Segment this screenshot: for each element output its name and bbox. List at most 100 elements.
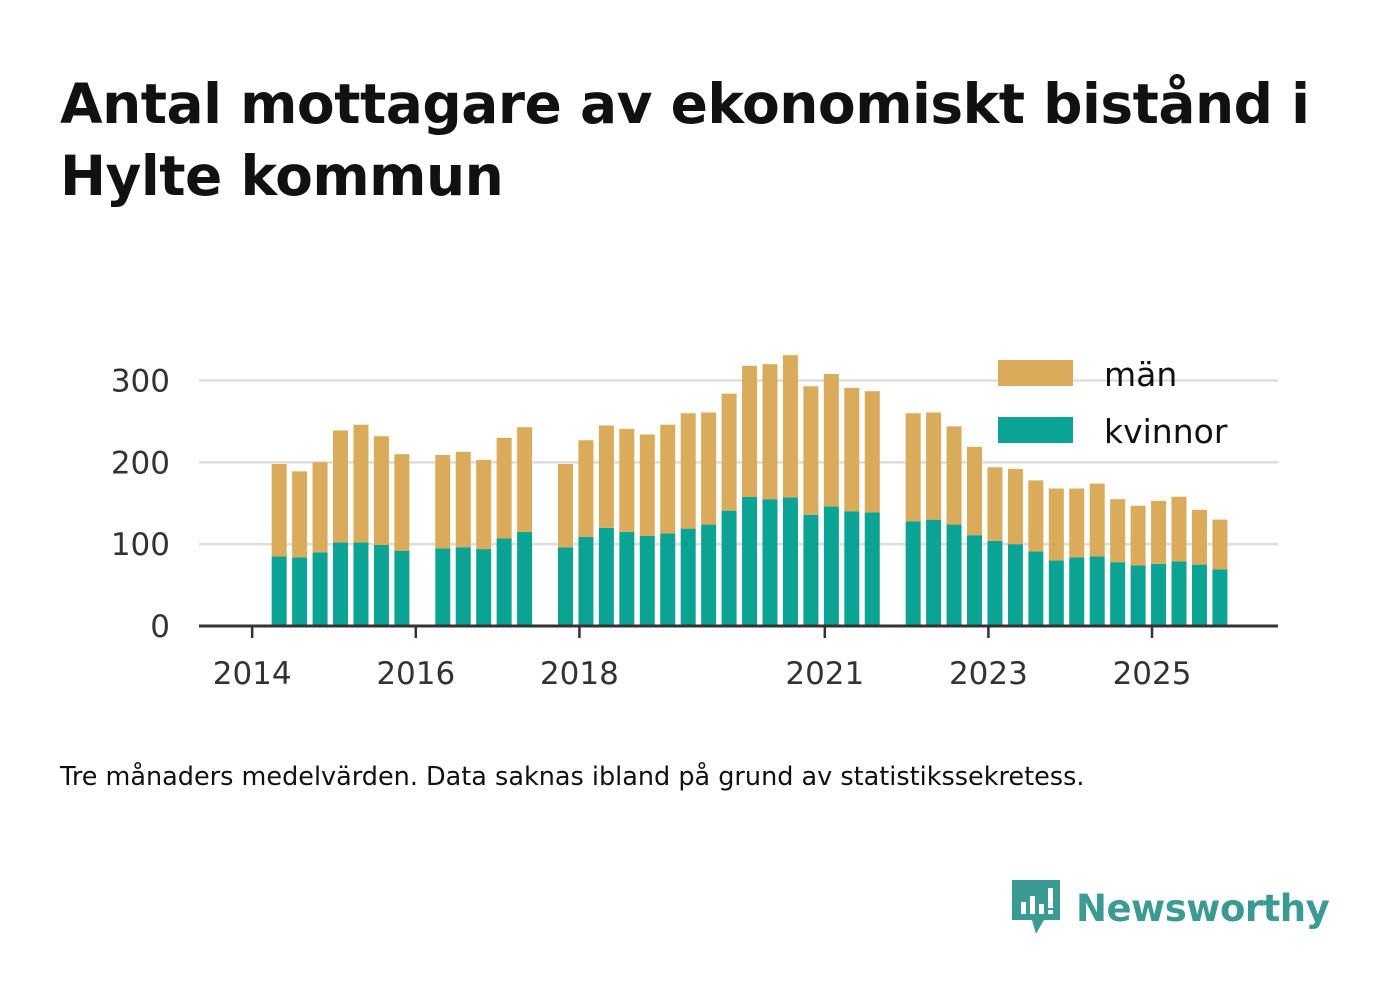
bar-man (926, 412, 942, 520)
chart-title: Antal mottagare av ekonomiskt bistånd i … (60, 72, 1310, 208)
bar-kvinnor (1151, 563, 1167, 626)
bar-man (803, 386, 819, 515)
brand-name: Newsworthy (1076, 886, 1330, 930)
bar-man (1028, 480, 1044, 552)
x-tick-label: 2025 (1113, 656, 1192, 692)
bar-man (373, 436, 389, 545)
bar-man (660, 424, 676, 534)
bar-man (455, 451, 471, 548)
bar-man (557, 464, 573, 548)
bar-kvinnor (1191, 564, 1207, 626)
bar-kvinnor (619, 531, 635, 626)
bar-man (1110, 499, 1126, 563)
legend-swatch-man (998, 360, 1073, 386)
bar-man (1130, 505, 1146, 566)
bar-man (271, 464, 287, 557)
bar-kvinnor (823, 506, 839, 626)
bar-man (680, 413, 696, 529)
bar-kvinnor (271, 556, 287, 626)
bar-kvinnor (557, 547, 573, 626)
bar-kvinnor (435, 548, 451, 626)
x-tick-label: 2018 (540, 656, 619, 692)
y-tick-label: 0 (150, 609, 170, 645)
bar-man (1212, 519, 1228, 570)
legend-label-kvinnor: kvinnor (1104, 412, 1228, 451)
bar-man (905, 413, 921, 522)
bar-kvinnor (946, 524, 962, 626)
bar-kvinnor (1007, 544, 1023, 626)
y-tick-label: 200 (111, 445, 170, 481)
x-tick-label: 2016 (376, 656, 455, 692)
bar-man (946, 426, 962, 525)
legend: män kvinnor (998, 355, 1228, 451)
bar-kvinnor (1212, 569, 1228, 626)
bar-kvinnor (1048, 560, 1064, 626)
bar-kvinnor (680, 528, 696, 626)
bar-man (987, 467, 1003, 541)
bar-man (742, 365, 758, 497)
bar-kvinnor (844, 511, 860, 626)
bar-kvinnor (578, 536, 594, 626)
bar-kvinnor (926, 519, 942, 626)
bar-man (578, 440, 594, 537)
bar-kvinnor (496, 538, 512, 626)
bar-man (762, 364, 778, 500)
bar-man (1089, 483, 1105, 557)
bars (271, 355, 1228, 626)
bar-man (1069, 488, 1085, 558)
bar-kvinnor (762, 499, 778, 626)
bar-kvinnor (373, 545, 389, 626)
bar-kvinnor (1028, 551, 1044, 626)
bar-kvinnor (1110, 562, 1126, 626)
bar-man (394, 454, 410, 551)
x-tick-label: 2014 (213, 656, 292, 692)
chart-caption: Tre månaders medelvärden. Data saknas ib… (60, 762, 1085, 792)
bar-kvinnor (721, 510, 737, 626)
bar-kvinnor (292, 557, 308, 626)
brand-logo: Newsworthy (1010, 878, 1330, 938)
bar-man (619, 428, 635, 532)
bar-man (292, 471, 308, 558)
bar-man (435, 455, 451, 549)
bar-kvinnor (476, 549, 492, 626)
bar-man (823, 374, 839, 507)
bar-man (476, 459, 492, 550)
bar-man (844, 387, 860, 512)
bar-kvinnor (639, 536, 655, 626)
bar-kvinnor (517, 531, 533, 626)
bar-kvinnor (742, 496, 758, 626)
bar-man (1171, 496, 1187, 562)
bar-man (1007, 468, 1023, 545)
bar-man (864, 391, 880, 513)
bar-man (598, 425, 614, 528)
legend-label-man: män (1104, 355, 1177, 394)
bar-kvinnor (312, 552, 328, 626)
legend-swatch-kvinnor (998, 417, 1073, 443)
bar-kvinnor (803, 514, 819, 626)
bar-man (1191, 509, 1207, 565)
bar-man (701, 412, 717, 525)
bar-man (721, 393, 737, 511)
bar-kvinnor (987, 540, 1003, 626)
bar-kvinnor (333, 542, 349, 626)
bar-man (312, 462, 328, 553)
bar-man (517, 427, 533, 532)
bar-kvinnor (864, 512, 880, 626)
y-tick-label: 100 (111, 527, 170, 563)
axes: 0 100 200 300 2014 2016 2018 2021 2023 2025 (111, 364, 1278, 692)
bar-kvinnor (701, 524, 717, 626)
y-tick-label: 300 (111, 364, 170, 400)
bar-kvinnor (1171, 561, 1187, 626)
bar-kvinnor (967, 535, 983, 626)
x-tick-label: 2023 (949, 656, 1028, 692)
bar-man (353, 424, 369, 543)
bar-kvinnor (394, 550, 410, 626)
bar-man (1151, 500, 1167, 564)
bar-kvinnor (455, 547, 471, 626)
bar-man (639, 434, 655, 536)
bar-kvinnor (782, 497, 798, 626)
newsworthy-logo-icon (1012, 880, 1060, 934)
bar-kvinnor (1089, 556, 1105, 626)
x-tick-label: 2021 (785, 656, 864, 692)
